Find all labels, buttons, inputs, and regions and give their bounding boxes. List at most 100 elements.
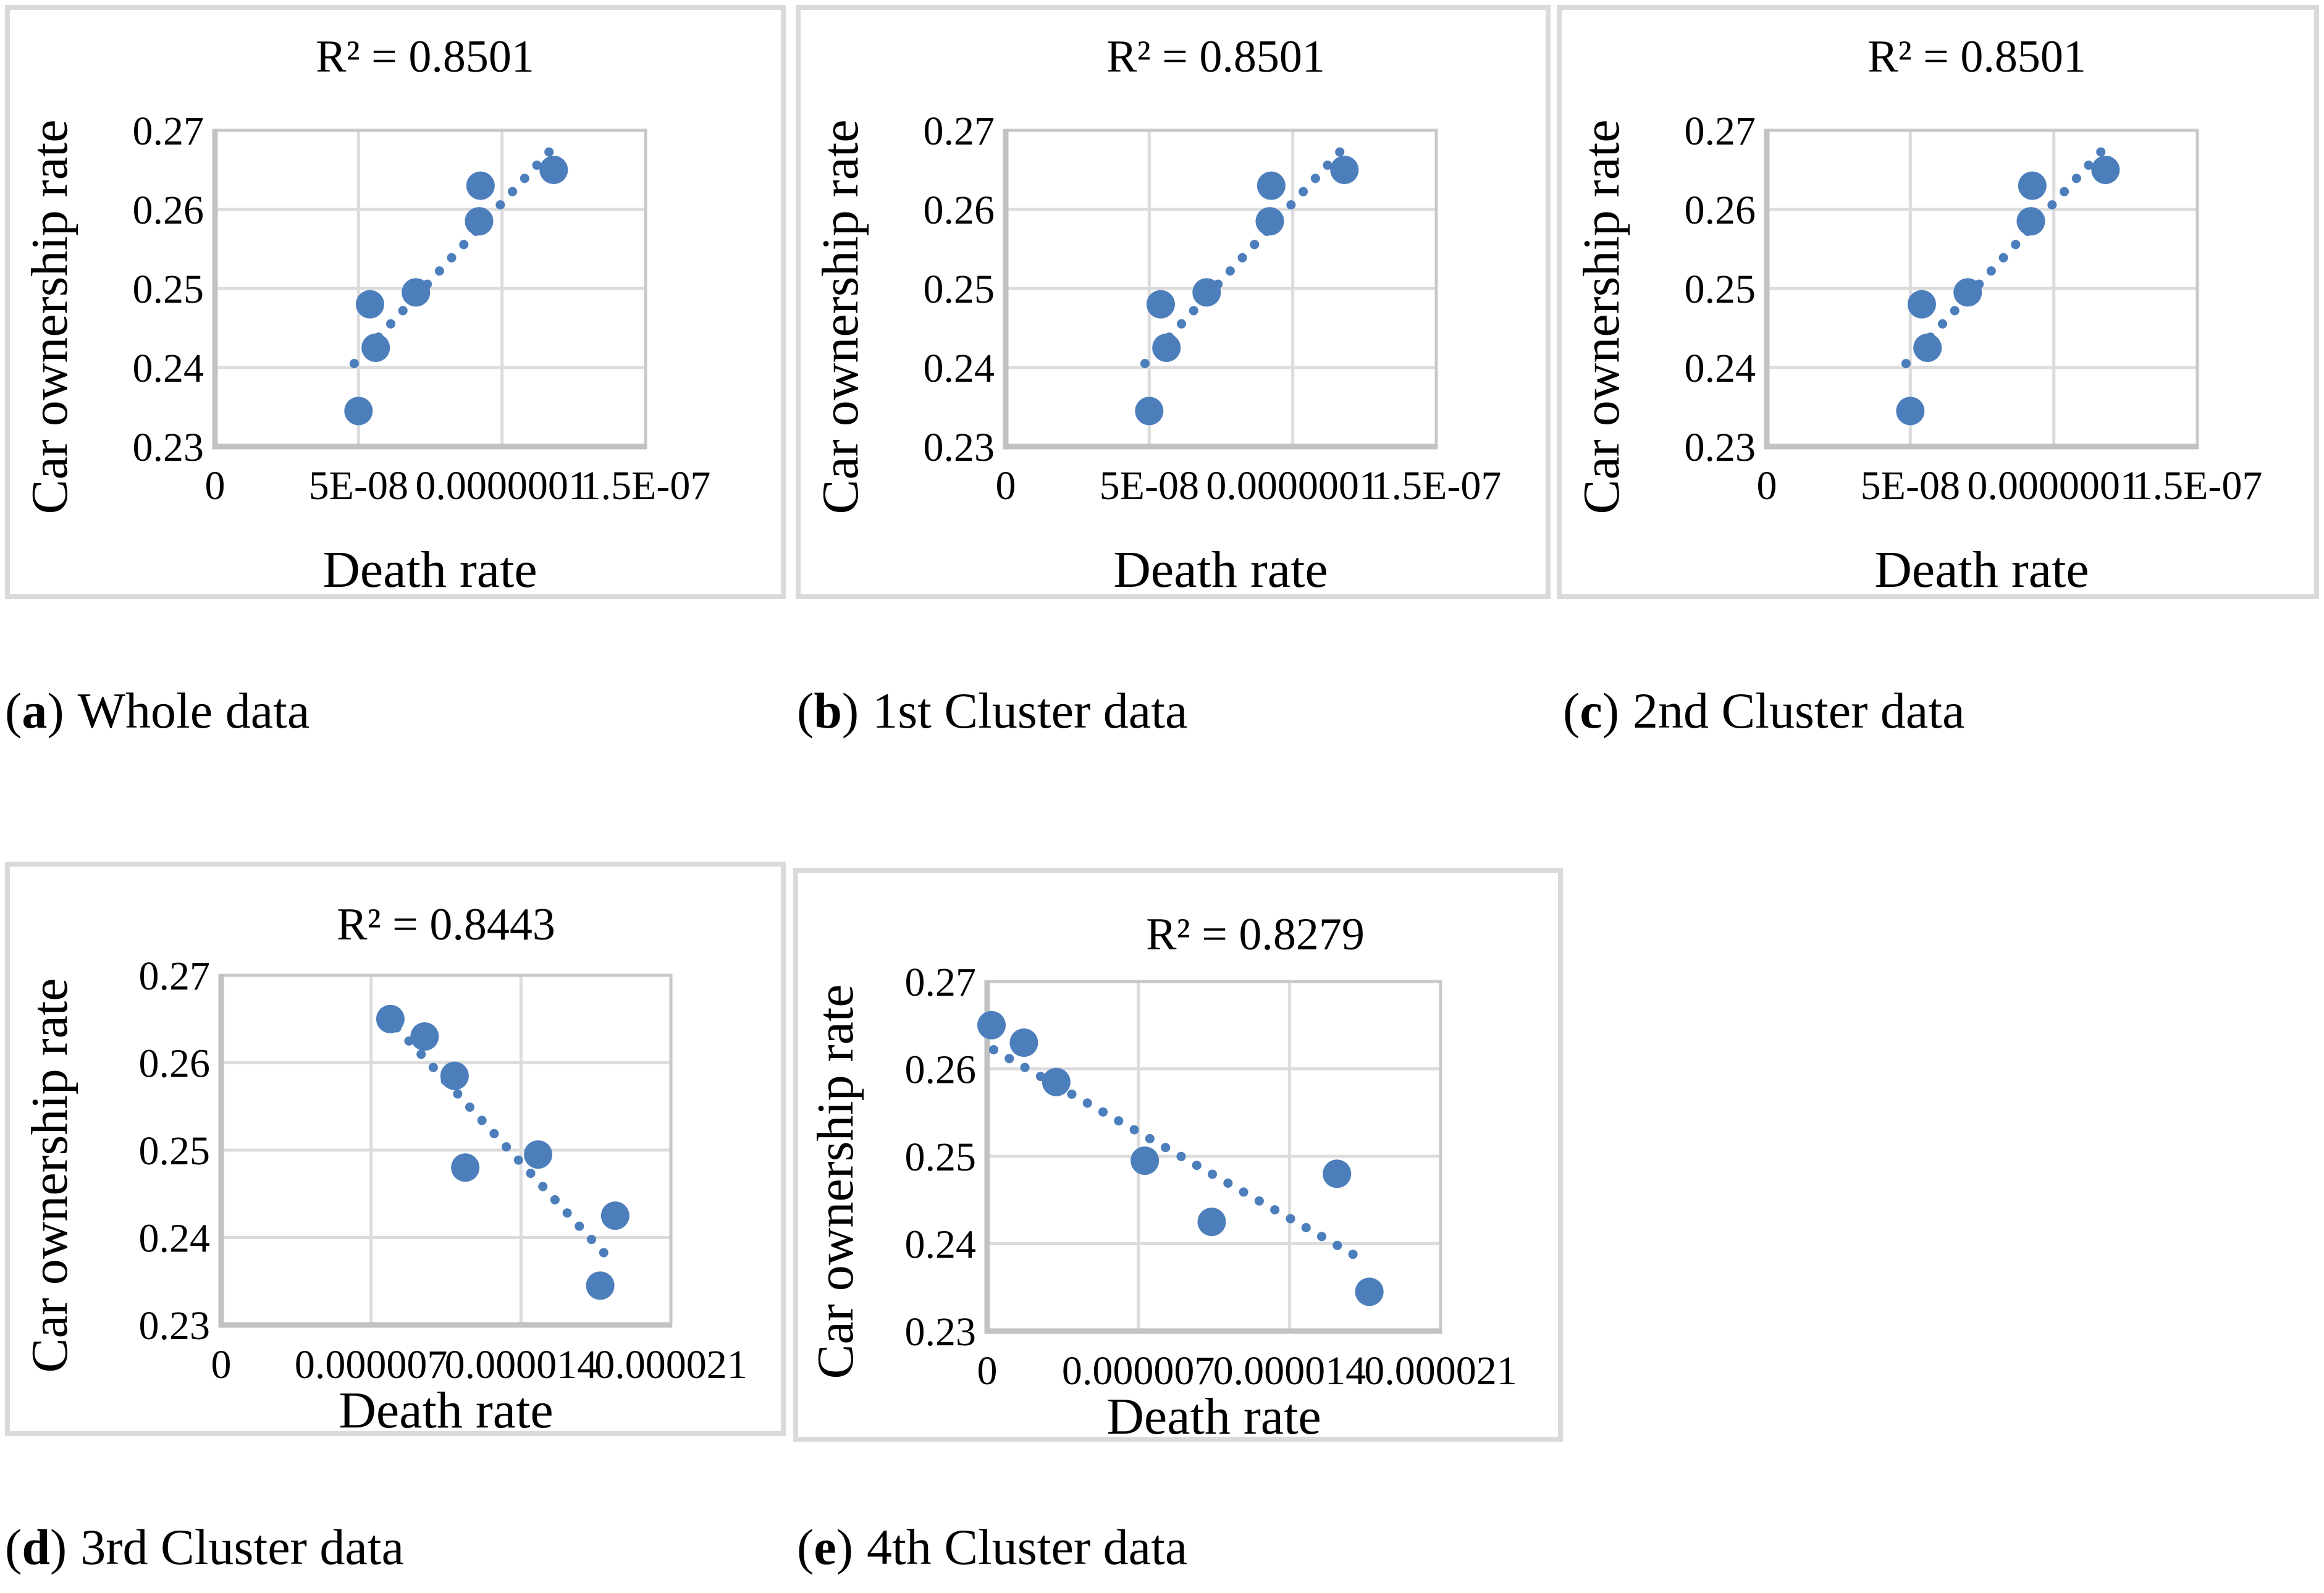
x-axis-title: Death rate bbox=[339, 1382, 553, 1436]
chart-box-c: 0.23 0.24 0.25 0.26 0.27 0 5E-08 0.0000001 1.5E-… bbox=[1557, 5, 2319, 599]
caption-letter: b bbox=[814, 683, 842, 739]
y-tick-label: 0.24 bbox=[1685, 346, 1756, 391]
panel-border bbox=[796, 5, 1551, 599]
data-point bbox=[539, 156, 568, 184]
data-point bbox=[355, 290, 384, 319]
x-axis-title: Death rate bbox=[1106, 1388, 1321, 1442]
data-point bbox=[376, 1004, 405, 1033]
x-tick-label: 0.0000001 bbox=[415, 463, 589, 508]
caption-text: 2nd Cluster data bbox=[1633, 683, 1965, 739]
y-tick-label: 0.25 bbox=[1685, 267, 1756, 312]
y-tick-label: 0.24 bbox=[924, 346, 995, 391]
x-tick-label: 0.000021 bbox=[594, 1342, 747, 1387]
x-axis-title: Death rate bbox=[1874, 541, 2089, 599]
y-tick-label: 0.27 bbox=[905, 960, 977, 1005]
caption-open-paren: ( bbox=[5, 1519, 22, 1575]
chart-c-scatter: 0.23 0.24 0.25 0.26 0.27 0 5E-08 0.00000011.5E-… bbox=[1557, 5, 2319, 599]
x-tick-label: 0 bbox=[211, 1342, 232, 1387]
x-tick-label: 5E-08 bbox=[1100, 463, 1199, 508]
data-point bbox=[1907, 290, 1936, 319]
data-point bbox=[465, 207, 494, 236]
panel-border bbox=[1557, 5, 2319, 599]
trendline-dotted bbox=[392, 1023, 618, 1268]
x-tick-label: 0 bbox=[996, 463, 1016, 508]
y-axis-title: Car ownership rate bbox=[21, 978, 78, 1372]
data-point bbox=[977, 1011, 1006, 1040]
caption-close-paren: ) bbox=[836, 1519, 854, 1575]
y-tick-label: 0.27 bbox=[924, 109, 995, 154]
y-tick-label: 0.26 bbox=[133, 188, 204, 233]
data-point bbox=[1355, 1277, 1384, 1306]
y-tick-label: 0.23 bbox=[924, 425, 995, 470]
x-tick-label: 5E-08 bbox=[1861, 463, 1960, 508]
data-point bbox=[1330, 156, 1359, 184]
chart-box-b: 0.23 0.24 0.25 0.26 0.27 0 5E-08 0.0000001 1.5E-… bbox=[796, 5, 1551, 599]
x-tick-label: 0.000014 bbox=[445, 1342, 598, 1387]
caption-text: Whole data bbox=[77, 683, 310, 739]
caption-letter: c bbox=[1580, 683, 1602, 739]
data-point bbox=[600, 1201, 629, 1230]
x-tick-label: 0.0000001 bbox=[1206, 463, 1379, 508]
y-axis-title: Car ownership rate bbox=[812, 119, 869, 514]
chart-title-r-squared: R² = 0.8443 bbox=[337, 899, 555, 950]
chart-box-d: 0.23 0.24 0.25 0.26 0.27 0 0.000007 0.000014 0.0… bbox=[5, 862, 786, 1436]
data-point bbox=[1192, 278, 1221, 307]
x-tick-label: 0.000021 bbox=[1364, 1348, 1517, 1393]
y-axis-title: Car ownership rate bbox=[1573, 119, 1630, 514]
x-axis-title: Death rate bbox=[1113, 541, 1328, 599]
data-point bbox=[402, 278, 431, 307]
data-point bbox=[1913, 334, 1942, 362]
data-point bbox=[1152, 334, 1181, 362]
y-tick-label: 0.24 bbox=[905, 1222, 977, 1267]
data-point bbox=[451, 1153, 480, 1182]
caption-close-paren: ) bbox=[841, 683, 859, 739]
chart-title-r-squared: R² = 0.8501 bbox=[316, 32, 534, 82]
caption-letter: a bbox=[22, 683, 48, 739]
y-tick-label: 0.26 bbox=[924, 188, 995, 233]
panel-border bbox=[793, 868, 1563, 1442]
chart-box-e: 0.23 0.24 0.25 0.26 0.27 0 0.000007 0.000014 0.0… bbox=[793, 868, 1563, 1442]
x-tick-label: 0 bbox=[205, 463, 225, 508]
chart-d-scatter: 0.23 0.24 0.25 0.26 0.27 0 0.0000070.0000140.0… bbox=[5, 862, 786, 1436]
data-point bbox=[1896, 397, 1925, 426]
caption-open-paren: ( bbox=[797, 683, 814, 739]
y-axis-title: Car ownership rate bbox=[21, 119, 78, 514]
caption-text: 1st Cluster data bbox=[872, 683, 1188, 739]
data-point bbox=[2091, 156, 2120, 184]
caption-open-paren: ( bbox=[797, 1519, 814, 1575]
panel-border bbox=[5, 862, 786, 1436]
y-tick-label: 0.23 bbox=[139, 1303, 211, 1348]
y-tick-label: 0.23 bbox=[133, 425, 204, 470]
x-tick-label: 0.000007 bbox=[1062, 1348, 1215, 1393]
trendline-dotted bbox=[1901, 136, 2116, 369]
y-tick-label: 0.26 bbox=[1685, 188, 1756, 233]
y-tick-label: 0.26 bbox=[139, 1041, 211, 1087]
x-tick-label: 0 bbox=[1757, 463, 1777, 508]
data-point bbox=[1146, 290, 1175, 319]
data-point bbox=[361, 334, 390, 362]
caption-e: (e) 4th Cluster data bbox=[797, 1517, 1187, 1578]
data-point bbox=[1953, 278, 1982, 307]
caption-open-paren: ( bbox=[1563, 683, 1580, 739]
chart-title-r-squared: R² = 0.8501 bbox=[1106, 32, 1325, 82]
x-tick-label: 5E-08 bbox=[309, 463, 408, 508]
y-tick-label: 0.23 bbox=[905, 1309, 977, 1355]
x-tick-label: 1.5E-07 bbox=[1371, 463, 1502, 508]
caption-open-paren: ( bbox=[5, 683, 22, 739]
chart-b-scatter: 0.23 0.24 0.25 0.26 0.27 0 5E-08 0.00000011.5E-… bbox=[796, 5, 1551, 599]
data-point bbox=[586, 1271, 615, 1300]
caption-text: 4th Cluster data bbox=[867, 1519, 1188, 1575]
x-tick-label: 0.0000001 bbox=[1967, 463, 2141, 508]
data-point bbox=[2016, 207, 2045, 236]
data-point bbox=[344, 397, 373, 426]
data-point bbox=[1130, 1146, 1160, 1175]
data-point bbox=[2018, 171, 2047, 200]
y-tick-label: 0.24 bbox=[139, 1216, 211, 1261]
data-point bbox=[1135, 397, 1164, 426]
x-tick-label: 0 bbox=[977, 1348, 998, 1393]
trendline-dotted bbox=[1140, 136, 1355, 369]
x-tick-label: 0.000007 bbox=[295, 1342, 448, 1387]
caption-text: 3rd Cluster data bbox=[80, 1519, 404, 1575]
y-tick-label: 0.27 bbox=[1685, 109, 1756, 154]
